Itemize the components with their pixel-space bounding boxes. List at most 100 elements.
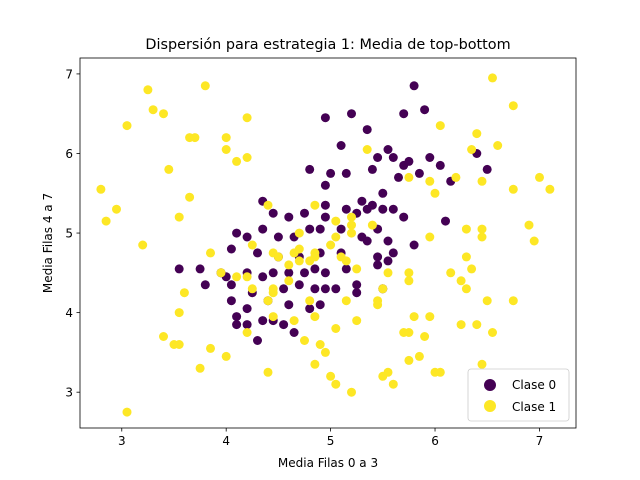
point-clase-0 bbox=[320, 180, 330, 190]
point-clase-1 bbox=[508, 296, 518, 306]
point-clase-1 bbox=[352, 264, 362, 274]
point-clase-0 bbox=[320, 212, 330, 222]
point-clase-1 bbox=[232, 156, 242, 166]
legend-label-clase-0: Clase 0 bbox=[512, 378, 556, 392]
y-axis-label: Media Filas 4 a 7 bbox=[41, 193, 55, 293]
point-clase-1 bbox=[420, 332, 430, 341]
point-clase-1 bbox=[247, 284, 257, 294]
point-clase-0 bbox=[268, 268, 278, 278]
point-clase-1 bbox=[242, 272, 252, 282]
point-clase-0 bbox=[347, 109, 356, 119]
point-clase-0 bbox=[388, 153, 398, 162]
point-clase-0 bbox=[409, 240, 419, 250]
point-clase-1 bbox=[232, 272, 242, 282]
y-tick-label: 4 bbox=[65, 306, 73, 320]
point-clase-1 bbox=[122, 407, 132, 417]
point-clase-0 bbox=[232, 320, 242, 330]
point-clase-0 bbox=[174, 264, 184, 274]
point-clase-1 bbox=[545, 184, 555, 194]
point-clase-0 bbox=[362, 204, 372, 214]
legend-marker-clase-0 bbox=[484, 379, 496, 391]
plot-frame bbox=[79, 57, 577, 429]
point-clase-1 bbox=[467, 145, 477, 154]
point-clase-1 bbox=[315, 340, 325, 349]
point-clase-1 bbox=[331, 232, 341, 242]
point-clase-1 bbox=[477, 232, 487, 242]
point-clase-1 bbox=[221, 351, 231, 361]
point-clase-1 bbox=[310, 359, 320, 369]
point-clase-1 bbox=[535, 172, 544, 182]
point-clase-1 bbox=[273, 252, 283, 262]
point-clase-0 bbox=[399, 109, 409, 119]
legend-label-clase-1: Clase 1 bbox=[512, 400, 556, 414]
point-clase-1 bbox=[341, 256, 351, 266]
chart-title: Dispersión para estrategia 1: Media de t… bbox=[145, 37, 510, 53]
x-tick-label: 5 bbox=[327, 434, 335, 448]
point-clase-0 bbox=[383, 236, 393, 246]
point-clase-0 bbox=[315, 224, 325, 234]
point-clase-0 bbox=[435, 160, 445, 170]
point-clase-1 bbox=[493, 141, 503, 150]
point-clase-0 bbox=[195, 264, 205, 274]
point-clase-0 bbox=[326, 168, 336, 178]
point-clase-0 bbox=[310, 284, 320, 294]
point-clase-0 bbox=[320, 284, 330, 294]
point-clase-0 bbox=[242, 320, 252, 330]
point-clase-1 bbox=[159, 109, 168, 119]
point-clase-1 bbox=[221, 133, 231, 143]
point-clase-1 bbox=[461, 284, 471, 294]
point-clase-1 bbox=[414, 351, 424, 361]
point-clase-1 bbox=[446, 268, 456, 278]
point-clase-0 bbox=[383, 145, 393, 154]
point-clase-1 bbox=[221, 145, 231, 154]
y-tick-label: 3 bbox=[65, 386, 73, 400]
point-clase-0 bbox=[373, 153, 383, 162]
point-clase-1 bbox=[409, 312, 419, 322]
point-clase-1 bbox=[425, 232, 435, 242]
point-clase-1 bbox=[310, 200, 320, 210]
point-clase-0 bbox=[242, 304, 252, 314]
point-clase-0 bbox=[300, 208, 309, 218]
point-clase-1 bbox=[331, 216, 341, 226]
point-clase-0 bbox=[284, 268, 294, 278]
point-clase-1 bbox=[148, 105, 158, 115]
point-clase-0 bbox=[320, 113, 330, 123]
point-clase-0 bbox=[352, 288, 362, 298]
point-clase-0 bbox=[336, 141, 346, 150]
point-clase-1 bbox=[461, 252, 471, 262]
point-clase-1 bbox=[347, 212, 356, 222]
point-clase-1 bbox=[138, 240, 148, 250]
point-clase-1 bbox=[477, 224, 487, 234]
point-clase-1 bbox=[195, 363, 205, 373]
point-clase-0 bbox=[258, 316, 268, 326]
point-clase-1 bbox=[399, 328, 409, 337]
point-clase-1 bbox=[362, 145, 372, 154]
point-clase-0 bbox=[388, 204, 398, 214]
point-clase-1 bbox=[472, 320, 482, 330]
point-clase-1 bbox=[430, 188, 440, 198]
legend: Clase 0 Clase 1 bbox=[467, 368, 570, 422]
point-clase-1 bbox=[289, 248, 299, 258]
point-clase-1 bbox=[451, 172, 461, 182]
x-tick-label: 7 bbox=[536, 434, 544, 448]
point-clase-1 bbox=[174, 212, 184, 222]
point-clase-1 bbox=[242, 328, 252, 337]
point-clase-0 bbox=[258, 272, 268, 282]
point-clase-1 bbox=[477, 176, 487, 186]
point-clase-1 bbox=[383, 367, 393, 377]
point-clase-0 bbox=[394, 172, 403, 182]
point-clase-1 bbox=[122, 121, 132, 131]
point-clase-1 bbox=[347, 228, 356, 238]
legend-marker-clase-1 bbox=[484, 400, 496, 412]
point-clase-1 bbox=[200, 81, 210, 91]
point-clase-1 bbox=[425, 312, 435, 322]
point-clase-0 bbox=[357, 196, 367, 206]
point-clase-0 bbox=[383, 256, 393, 266]
x-tick-label: 3 bbox=[118, 434, 126, 448]
point-clase-1 bbox=[404, 276, 414, 286]
point-clase-0 bbox=[305, 224, 315, 234]
point-clase-1 bbox=[143, 85, 153, 95]
point-clase-1 bbox=[404, 172, 414, 182]
point-clase-1 bbox=[300, 336, 309, 345]
point-clase-1 bbox=[216, 268, 226, 278]
